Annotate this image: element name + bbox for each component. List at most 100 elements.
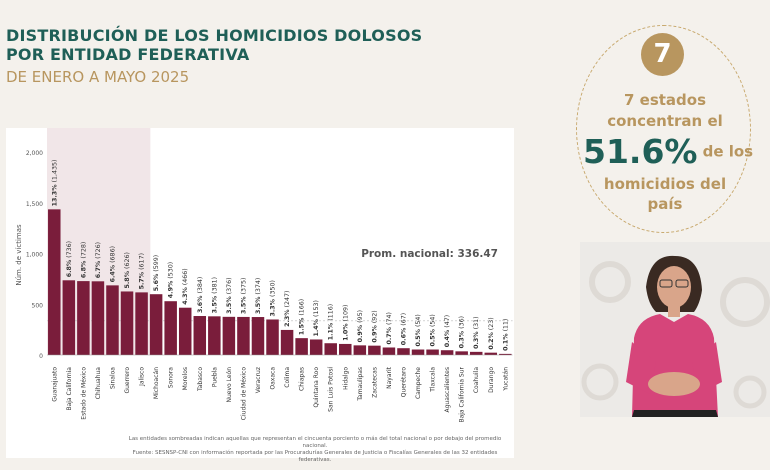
footnote: Las entidades sombreadas indican aquella… <box>120 436 510 464</box>
bar <box>48 209 61 355</box>
x-tick-label: Sinaloa <box>109 367 116 389</box>
y-tick-label: 2,000 <box>26 150 43 157</box>
x-tick-label: Quintana Roo <box>313 367 320 408</box>
x-tick-label: Michoacán <box>153 367 160 399</box>
bar <box>397 348 410 355</box>
bar-data-label: 0.6% (67) <box>400 313 407 345</box>
x-tick-label: Durango <box>488 367 495 393</box>
stat-line2: concentran el <box>607 112 723 130</box>
x-tick-label: Coahuila <box>473 367 480 393</box>
bar <box>149 294 163 355</box>
x-tick-label: Baja California Sur <box>459 366 466 422</box>
bar <box>135 292 148 355</box>
x-tick-label: San Luis Potosí <box>328 367 335 412</box>
bar-data-label: 5.6% (599) <box>153 255 160 291</box>
bar-data-label: 6.4% (686) <box>109 246 116 282</box>
bar <box>309 339 323 355</box>
bar-data-label: 3.5% (374) <box>255 278 262 314</box>
stat-badge: 7 <box>641 33 684 76</box>
x-tick-label: Guanajuato <box>51 367 58 402</box>
title-block: DISTRIBUCIÓN DE LOS HOMICIDIOS DOLOSOS P… <box>6 26 422 86</box>
average-label: Prom. nacional: 336.47 <box>361 248 498 260</box>
bar-data-label: 5.8% (626) <box>124 252 131 288</box>
bar-data-label: 6.8% (736) <box>66 241 73 277</box>
x-tick-label: Querétaro <box>400 367 407 398</box>
bar-data-label: 0.2% (23) <box>488 317 495 349</box>
x-tick-label: Chiapas <box>299 367 306 391</box>
bar <box>455 351 468 355</box>
bar-data-label: 1.5% (166) <box>299 299 306 335</box>
stat-line3: de los <box>702 142 754 161</box>
stat-line5: país <box>647 195 683 213</box>
bar-data-label: 2.3% (247) <box>284 291 291 327</box>
x-tick-label: Jalisco <box>139 367 146 387</box>
y-tick-label: 0 <box>39 353 43 360</box>
bar <box>339 343 352 355</box>
bar <box>222 316 236 355</box>
x-tick-label: Ciudad de México <box>240 367 247 421</box>
stat-text-bottom: homicidios del país <box>590 174 740 214</box>
x-tick-label: Tamaulipas <box>357 367 364 402</box>
bar-data-label: 0.7% (74) <box>386 312 393 344</box>
bar-data-label: 3.5% (375) <box>240 278 247 314</box>
bar-data-label: 0.5% (54) <box>430 314 437 346</box>
x-tick-label: Puebla <box>211 367 218 387</box>
chart-subtitle: DE ENERO A MAYO 2025 <box>6 68 190 86</box>
bar-data-label: 4.3% (466) <box>182 268 189 304</box>
stat-percent-line: 51.6% de los <box>583 132 753 171</box>
bar <box>178 307 192 355</box>
footnote-line1: Las entidades sombreadas indican aquella… <box>128 436 502 449</box>
bar-data-label: 1.0% (109) <box>342 305 349 341</box>
bar <box>499 353 512 355</box>
bar-data-label: 0.1% (11) <box>502 318 509 350</box>
bar <box>484 352 498 355</box>
bar-data-label: 0.9% (95) <box>357 310 364 342</box>
bar <box>193 316 207 355</box>
bar <box>411 349 425 355</box>
bar-data-label: 5.7% (617) <box>139 253 146 289</box>
bar <box>77 281 90 355</box>
bar <box>295 338 308 355</box>
bar-data-label: 3.6% (384) <box>197 277 204 313</box>
x-tick-label: Zacatecas <box>371 367 378 398</box>
bar-data-label: 1.1% (116) <box>328 304 335 340</box>
x-tick-label: Nayarit <box>386 366 393 389</box>
bar <box>382 347 396 355</box>
chart-title-line2: POR ENTIDAD FEDERATIVA <box>6 45 250 64</box>
x-tick-label: Yucatán <box>502 367 509 392</box>
bar-chart: 0 500 1,000 1,500 2,000 Núm. de víctimas Prom.… <box>15 128 513 423</box>
bar-data-label: 0.5% (54) <box>415 314 422 346</box>
bar-data-label: 3.3% (350) <box>270 280 277 316</box>
x-tick-label: Veracruz <box>255 367 262 393</box>
stat-text-top: 7 estados concentran el <box>590 90 740 132</box>
x-tick-label: Morelos <box>182 367 189 390</box>
bar <box>280 329 294 355</box>
x-tick-label: Tabasco <box>197 367 204 392</box>
bar-data-label: 0.4% (47) <box>444 315 451 347</box>
chart-panel: 0 500 1,000 1,500 2,000 Núm. de víctimas Prom.… <box>6 128 514 458</box>
stat-line4: homicidios del <box>603 175 727 193</box>
x-tick-label: Sonora <box>168 367 175 388</box>
bar-data-label: 3.5% (376) <box>226 277 233 313</box>
bar <box>368 345 381 355</box>
bar-data-label: 1.4% (153) <box>313 300 320 336</box>
bar <box>324 343 337 355</box>
footnote-line2: Fuente: SESNSP-CNI con información repor… <box>132 450 498 463</box>
y-tick-label: 1,000 <box>26 252 43 259</box>
bar <box>106 285 119 355</box>
x-tick-label: Guerrero <box>124 367 131 394</box>
x-tick-label: Baja California <box>66 367 73 411</box>
bar-data-label: 6.8% (728) <box>80 242 87 278</box>
bar-data-label: 0.9% (92) <box>371 310 378 342</box>
y-tick-label: 1,500 <box>26 201 43 208</box>
x-tick-label: Oaxaca <box>270 367 277 390</box>
x-tick-label: Hidalgo <box>342 367 349 390</box>
bar <box>120 291 134 355</box>
y-axis-label: Núm. de víctimas <box>15 224 23 286</box>
stat-circle <box>576 25 751 233</box>
presenter-video <box>580 242 770 417</box>
bar <box>469 351 483 355</box>
x-tick-label: Estado de México <box>80 367 87 420</box>
bar-data-label: 4.9% (530) <box>168 262 175 298</box>
presenter-figure <box>580 242 770 417</box>
